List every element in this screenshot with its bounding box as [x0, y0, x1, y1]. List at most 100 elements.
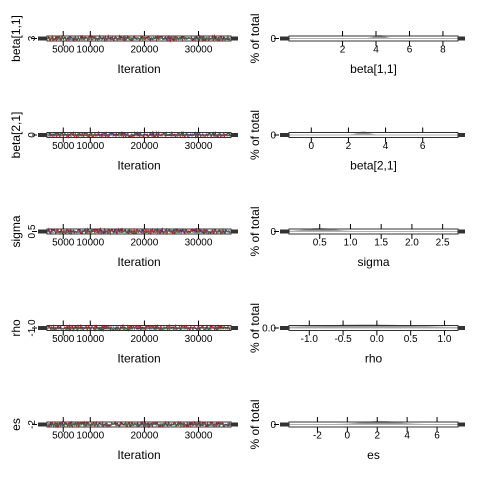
- x-tick-label: 0: [309, 141, 315, 152]
- x-tick-label: -1.0: [301, 334, 319, 345]
- x-tick-label: 10000: [76, 430, 104, 441]
- x-axis-label: Iteration: [117, 352, 160, 366]
- x-tick-label: 20000: [131, 430, 159, 441]
- x-tick-label: 5000: [52, 237, 75, 248]
- x-tick-label: 10000: [76, 44, 104, 55]
- panel-left-cap: [280, 422, 289, 427]
- panel-right-cap: [231, 229, 238, 234]
- panel-right-cap: [458, 326, 465, 330]
- panel-left-cap: [38, 133, 47, 137]
- x-tick-label: 5000: [52, 430, 75, 441]
- x-axis-label: es: [367, 448, 380, 462]
- x-tick-label: 2.0: [405, 237, 419, 248]
- y-tick-label: 3: [27, 35, 38, 41]
- y-axis-label: % of total: [248, 303, 262, 353]
- y-axis-label: beta[2,1]: [9, 112, 23, 159]
- x-tick-label: 30000: [185, 141, 213, 152]
- x-tick-label: 4: [404, 430, 410, 441]
- trace-series-3: [47, 133, 231, 138]
- y-tick-label: 0: [270, 34, 276, 45]
- x-tick-label: 30000: [185, 44, 213, 55]
- x-tick-label: 20000: [131, 141, 159, 152]
- x-tick-label: 30000: [185, 334, 213, 345]
- trace-series-3: [47, 422, 231, 428]
- density-panel-1: 0 2 4 6 beta[2,1] 0 % of total: [248, 110, 465, 173]
- x-tick-label: 2.5: [436, 237, 450, 248]
- x-axis-label: Iteration: [117, 159, 160, 173]
- y-tick-label: -1.0: [27, 319, 38, 337]
- panel-left-cap: [38, 36, 47, 41]
- trace-series-3: [47, 36, 231, 41]
- x-tick-label: 4: [373, 44, 379, 55]
- x-tick-label: 2: [374, 430, 380, 441]
- y-axis-label: rho: [9, 319, 23, 337]
- x-tick-label: 8: [440, 44, 446, 55]
- x-axis-label: rho: [365, 352, 383, 366]
- panel-left-cap: [280, 133, 289, 137]
- x-tick-label: 0.5: [313, 237, 327, 248]
- x-tick-label: 30000: [185, 430, 213, 441]
- panel-left-cap: [38, 229, 47, 234]
- x-tick-label: 10000: [76, 334, 104, 345]
- x-tick-label: 1.0: [344, 237, 358, 248]
- x-tick-label: 10000: [76, 141, 104, 152]
- trace-panel-0: 5000 10000 20000 30000 Iteration 3 beta[1,1]: [9, 15, 238, 76]
- x-tick-label: 0: [345, 430, 351, 441]
- trace-series-1: [47, 323, 231, 333]
- x-tick-label: 2: [346, 141, 352, 152]
- y-axis-label: es: [9, 418, 23, 431]
- x-tick-label: 0.0: [370, 334, 384, 345]
- y-tick-label: -2: [27, 420, 38, 429]
- x-tick-label: 6: [420, 141, 426, 152]
- panel-right-cap: [231, 36, 238, 41]
- panel-right-cap: [458, 36, 465, 41]
- trace-series-3: [47, 325, 231, 331]
- panel-right-cap: [458, 422, 465, 427]
- panel-right-cap: [458, 133, 465, 137]
- x-tick-label: 0.5: [404, 334, 418, 345]
- x-tick-label: -2: [313, 430, 322, 441]
- x-tick-label: 10000: [76, 237, 104, 248]
- y-tick-label: 0: [27, 132, 38, 138]
- x-tick-label: 4: [383, 141, 389, 152]
- y-tick-label: 0: [270, 131, 276, 142]
- x-tick-label: 2: [340, 44, 346, 55]
- density-panel-2: 0.5 1.0 1.5 2.0 2.5 sigma 0 % of total: [248, 206, 465, 269]
- x-tick-label: 20000: [131, 237, 159, 248]
- x-axis-label: Iteration: [117, 255, 160, 269]
- y-tick-label: 0.5: [27, 224, 38, 238]
- x-axis-label: beta[2,1]: [350, 159, 397, 173]
- x-tick-label: 1.0: [438, 334, 452, 345]
- density-panel-0: 2 4 6 8 beta[1,1] 0 % of total: [248, 13, 465, 76]
- x-tick-label: 20000: [131, 44, 159, 55]
- trace-panel-3: 5000 10000 20000 30000 Iteration -1.0 rho: [9, 319, 238, 366]
- y-axis-label: % of total: [248, 206, 262, 256]
- panel-right-cap: [231, 422, 238, 427]
- panel-right-cap: [231, 326, 238, 330]
- panel-left-cap: [280, 326, 289, 330]
- x-tick-label: 6: [434, 430, 440, 441]
- panel-right-cap: [458, 229, 465, 234]
- panel-left-cap: [38, 422, 47, 427]
- trace-series-3: [47, 229, 231, 235]
- y-axis-label: sigma: [9, 215, 23, 247]
- x-tick-label: -0.5: [334, 334, 352, 345]
- trace-panel-4: 5000 10000 20000 30000 Iteration -2 es: [9, 417, 238, 462]
- x-axis-label: Iteration: [117, 62, 160, 76]
- x-axis-label: beta[1,1]: [350, 62, 397, 76]
- x-tick-label: 5000: [52, 141, 75, 152]
- panel-right-cap: [231, 133, 238, 137]
- x-tick-label: 5000: [52, 44, 75, 55]
- y-tick-label: 0.0: [262, 324, 276, 335]
- trace-series-2: [47, 132, 231, 138]
- x-tick-label: 1.5: [374, 237, 388, 248]
- x-axis-label: Iteration: [117, 448, 160, 462]
- trace-panel-2: 5000 10000 20000 30000 Iteration 0.5 sigma: [9, 215, 238, 269]
- x-tick-label: 6: [407, 44, 413, 55]
- x-tick-label: 30000: [185, 237, 213, 248]
- trace-panel-1: 5000 10000 20000 30000 Iteration 0 beta[2,1]: [9, 112, 238, 173]
- y-tick-label: 0: [270, 227, 276, 238]
- x-tick-label: 20000: [131, 334, 159, 345]
